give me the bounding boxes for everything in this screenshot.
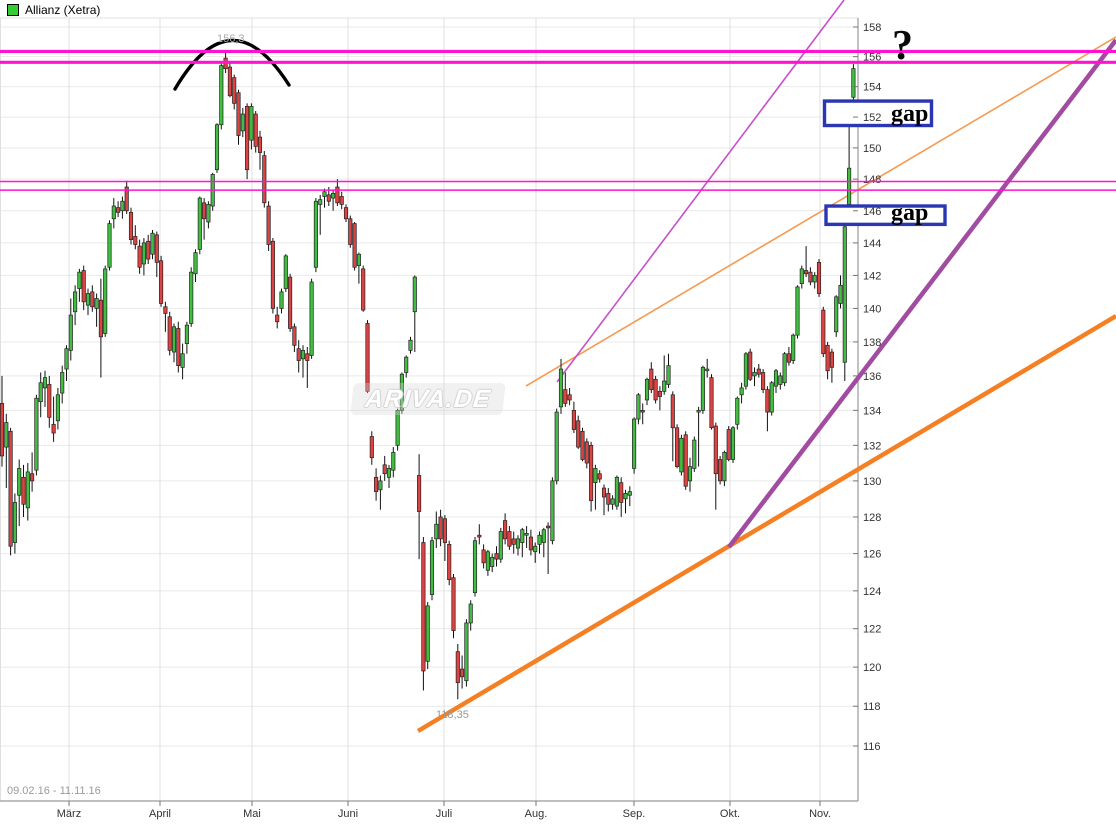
peak-price-label: 156,3 [217,33,245,45]
svg-text:März: März [57,808,81,820]
svg-text:124: 124 [863,586,881,598]
svg-text:122: 122 [863,624,881,636]
svg-text:146: 146 [863,206,881,218]
svg-text:128: 128 [863,512,881,524]
gap-label-lower: gap [891,200,929,226]
chart-legend: Allianz (Xetra) [7,3,100,17]
date-range-label: 09.02.16 - 11.11.16 [7,785,101,797]
svg-text:156: 156 [863,52,881,64]
svg-text:116: 116 [863,741,881,753]
svg-text:148: 148 [863,174,881,186]
svg-text:134: 134 [863,405,881,417]
svg-text:136: 136 [863,371,881,383]
svg-text:Okt.: Okt. [720,808,740,820]
question-mark-annotation: ? [892,23,913,69]
svg-text:132: 132 [863,440,881,452]
svg-text:152: 152 [863,112,881,124]
watermark-text: ARIVA.DE [363,384,493,413]
svg-text:Juni: Juni [338,808,358,820]
legend-label: Allianz (Xetra) [25,3,101,17]
svg-text:118: 118 [863,701,881,713]
svg-text:150: 150 [863,143,881,155]
low-price-label: 118,35 [436,709,469,721]
svg-text:138: 138 [863,337,881,349]
svg-text:140: 140 [863,303,881,315]
svg-text:Sep.: Sep. [623,808,646,820]
svg-text:Juli: Juli [436,808,453,820]
svg-text:154: 154 [863,82,881,94]
ariva-watermark: ARIVA.DE [350,383,506,415]
svg-text:130: 130 [863,476,881,488]
svg-text:Aug.: Aug. [525,808,548,820]
svg-text:April: April [149,808,171,820]
svg-text:142: 142 [863,270,881,282]
svg-text:Nov.: Nov. [809,808,831,820]
svg-text:126: 126 [863,549,881,561]
svg-text:Mai: Mai [243,808,261,820]
svg-text:120: 120 [863,662,881,674]
svg-text:144: 144 [863,238,881,250]
gap-label-upper: gap [891,101,929,127]
svg-text:158: 158 [863,22,881,34]
legend-color-swatch [7,4,19,16]
